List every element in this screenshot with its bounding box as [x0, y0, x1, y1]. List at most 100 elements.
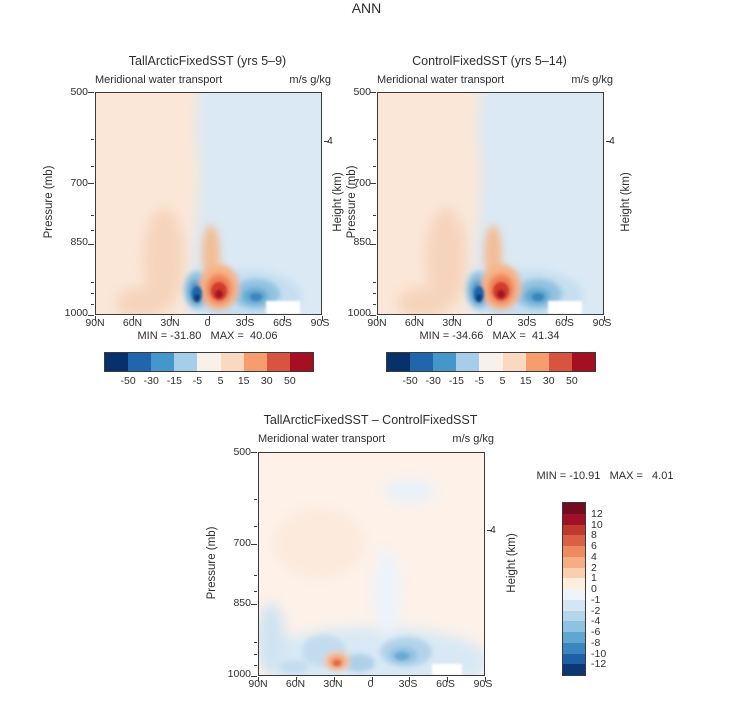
- tick-mark: [284, 316, 286, 321]
- panel-c-plot: [258, 452, 485, 676]
- panel-c-xtick-0: 0: [367, 678, 374, 690]
- tick-mark: [251, 452, 257, 453]
- tick-mark: [414, 316, 416, 321]
- tick-mark: [132, 316, 134, 321]
- colorbar-segment: [243, 353, 267, 371]
- colorbar-segment: [220, 353, 244, 371]
- colorbar-label: 15: [237, 375, 250, 387]
- panel-a-xtick-90s: 90S: [310, 317, 330, 329]
- panel-c-minmax: MIN = -10.91 MAX = 4.01: [536, 470, 674, 482]
- panel-a-xtick-90n: 90N: [85, 317, 105, 329]
- colorbar-label: 10: [591, 518, 603, 531]
- tick-mark: [371, 677, 373, 682]
- tick-mark: [254, 525, 257, 527]
- colorbar-label: 8: [591, 529, 597, 542]
- tick-mark: [333, 677, 335, 682]
- panel-a-xtick-60s: 60S: [273, 317, 292, 329]
- colorbar-label: 30: [260, 375, 273, 387]
- panel-c-right-axis-label: Height (km): [506, 533, 518, 593]
- panel-b-xtick-90s: 90S: [592, 317, 612, 329]
- tick-mark: [370, 183, 376, 185]
- colorbar-segment: [563, 664, 585, 675]
- colorbar-segment: [563, 621, 585, 632]
- panel-a-ytick-500: 500: [70, 86, 88, 98]
- tick-mark: [295, 677, 297, 682]
- colorbar-label: -6: [591, 626, 601, 638]
- panel-a-contour-field: [96, 93, 321, 314]
- panel-a-ytick-700: 700: [70, 177, 88, 189]
- tick-mark: [88, 183, 94, 185]
- tick-mark: [447, 677, 449, 682]
- colorbar-label: 50: [566, 375, 578, 387]
- panel-b-xtick-30n: 30N: [442, 317, 462, 329]
- colorbar-segment: [563, 578, 585, 589]
- colorbar-label: 4: [591, 550, 597, 563]
- panel-c-ytick-500: 500: [233, 446, 251, 458]
- colorbar-segment: [410, 353, 434, 371]
- colorbar-segment: [525, 353, 549, 371]
- colorbar-segment: [479, 353, 503, 371]
- colorbar-segment: [433, 353, 457, 371]
- tick-mark: [373, 165, 376, 167]
- tick-mark: [91, 292, 94, 294]
- panel-c-contour-field: [259, 453, 484, 675]
- tick-mark: [91, 230, 94, 232]
- panel-a-plot: [95, 92, 322, 315]
- panel-c-ytick-700: 700: [233, 537, 251, 549]
- colorbar-segment: [151, 353, 175, 371]
- tick-mark: [373, 281, 376, 283]
- colorbar-label: 15: [519, 375, 532, 387]
- panel-a-units-string: m/s g/kg: [289, 74, 331, 86]
- panel-c-xtick-90s: 90S: [473, 678, 493, 690]
- colorbar-label: 30: [542, 375, 555, 387]
- panel-c-xtick-60n: 60N: [285, 678, 306, 690]
- panel-b-right-axis-label: Height (km): [620, 172, 632, 232]
- tick-mark: [208, 316, 210, 321]
- colorbar-label: 5: [217, 375, 224, 387]
- panel-c-xtick-30s: 30S: [398, 678, 418, 690]
- panel-b-contour-field: [378, 93, 603, 314]
- colorbar-segment: [387, 353, 411, 371]
- colorbar-segment: [502, 353, 526, 371]
- panel-b-xtick-60n: 60N: [404, 317, 425, 329]
- panel-b-units-string: m/s g/kg: [571, 74, 613, 86]
- colorbar-label: -5: [192, 375, 203, 387]
- panel-a-xtick-60n: 60N: [122, 317, 143, 329]
- colorbar-label: -30: [425, 375, 441, 387]
- panel-c-units-string: m/s g/kg: [452, 433, 494, 445]
- tick-mark: [322, 316, 323, 321]
- colorbar-segment: [563, 632, 585, 643]
- tick-mark: [258, 677, 259, 682]
- tick-mark: [370, 92, 376, 93]
- colorbar-segment: [563, 513, 585, 525]
- colorbar-segment: [563, 599, 585, 611]
- colorbar-label: -12: [591, 658, 607, 671]
- tick-mark: [373, 292, 376, 294]
- panel-b-ytick-1000: 1000: [347, 307, 371, 319]
- tick-mark: [88, 92, 94, 93]
- colorbar-label: -50: [402, 375, 418, 387]
- panel-a-xtick-0: 0: [204, 317, 211, 329]
- panel-c-colorbar: 12 10 8 6 4 2 1 0 -1 -2 -4 -6 -8 -10 -12: [562, 502, 606, 676]
- panel-b-plot: [377, 92, 604, 315]
- panel-b-left-string: Meridional water transport: [377, 74, 505, 86]
- tick-mark: [373, 138, 376, 140]
- panel-c-left-string: Meridional water transport: [258, 433, 386, 445]
- colorbar-label: -2: [591, 604, 601, 617]
- colorbar-label: -8: [591, 636, 601, 649]
- tick-mark: [91, 281, 94, 283]
- panel-b-minmax: MIN = -34.66 MAX = 41.34: [419, 330, 560, 342]
- colorbar-segment: [289, 353, 313, 371]
- tick-mark: [254, 664, 257, 666]
- tick-mark: [254, 642, 257, 644]
- tick-mark: [88, 315, 94, 316]
- tick-mark: [95, 316, 96, 321]
- panel-a-height-tick: 4: [327, 135, 333, 147]
- colorbar-label: -15: [166, 375, 182, 387]
- tick-mark: [91, 165, 94, 167]
- panel-c-xtick-30n: 30N: [323, 678, 343, 690]
- tick-mark: [373, 230, 376, 232]
- panel-b-xtick-30s: 30S: [517, 317, 537, 329]
- colorbar-segment: [266, 353, 290, 371]
